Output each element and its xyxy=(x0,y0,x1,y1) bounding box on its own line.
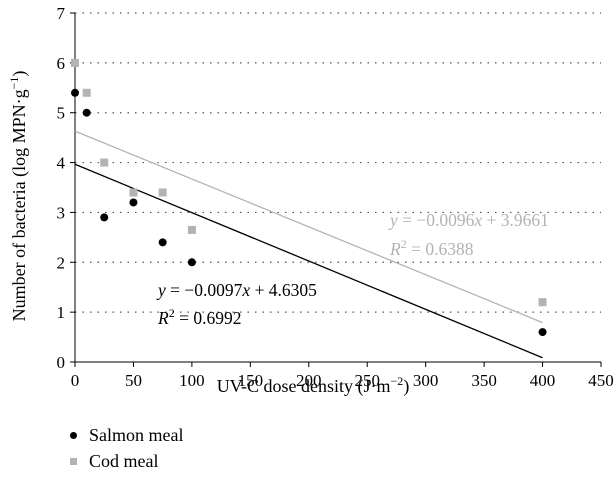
point-salmon xyxy=(129,198,138,207)
point-cod xyxy=(82,88,91,97)
legend-item-cod: Cod meal xyxy=(70,448,183,474)
point-cod xyxy=(538,298,547,307)
legend-label-cod: Cod meal xyxy=(89,450,159,471)
point-salmon xyxy=(82,108,91,117)
trendline-salmon xyxy=(74,163,543,359)
y-tick-label-4: 4 xyxy=(57,154,66,173)
cod-r2: R2 = 0.6388 xyxy=(389,237,474,259)
legend: Salmon meal Cod meal xyxy=(70,422,183,474)
y-tick-label-7: 7 xyxy=(57,4,66,23)
y-tick-label-6: 6 xyxy=(57,54,66,73)
point-cod xyxy=(158,188,167,197)
axes xyxy=(70,12,602,367)
point-salmon xyxy=(187,258,196,267)
x-tick-label-50: 50 xyxy=(125,371,142,390)
trendline-cod xyxy=(74,130,543,324)
legend-item-salmon: Salmon meal xyxy=(70,422,183,448)
y-tick-label-0: 0 xyxy=(57,353,66,372)
x-tick-label-350: 350 xyxy=(471,371,497,390)
x-tick-label-100: 100 xyxy=(179,371,205,390)
point-salmon xyxy=(100,213,109,222)
cod-equation: y = −0.0096x + 3.9661 xyxy=(388,210,549,230)
y-tick-label-2: 2 xyxy=(57,253,66,272)
x-tick-label-200: 200 xyxy=(296,371,322,390)
square-marker-icon xyxy=(70,457,77,465)
x-axis-title: UV-C dose density (J·m−2) xyxy=(217,374,410,397)
data-points xyxy=(71,58,547,337)
point-salmon xyxy=(158,238,167,247)
point-cod xyxy=(187,225,196,234)
tick-labels: 0 50 100 150 200 250 300 350 400 450 0 1 2 3 4 5 6 7 xyxy=(57,4,614,390)
x-tick-label-150: 150 xyxy=(238,371,264,390)
point-salmon xyxy=(538,328,547,337)
x-tick-label-250: 250 xyxy=(354,371,380,390)
gridlines xyxy=(75,12,601,313)
salmon-r2: R2 = 0.6992 xyxy=(157,306,241,328)
y-tick-label-5: 5 xyxy=(57,104,66,123)
x-tick-label-0: 0 xyxy=(71,371,80,390)
y-tick-label-1: 1 xyxy=(57,303,66,322)
point-cod xyxy=(100,158,109,167)
x-tick-label-450: 450 xyxy=(588,371,614,390)
trendlines xyxy=(74,130,543,359)
x-tick-label-400: 400 xyxy=(530,371,556,390)
point-cod xyxy=(129,188,138,197)
legend-label-salmon: Salmon meal xyxy=(89,424,184,445)
y-tick-label-3: 3 xyxy=(57,203,66,222)
point-cod xyxy=(71,58,79,67)
point-salmon xyxy=(71,88,79,97)
x-tick-label-300: 300 xyxy=(413,371,439,390)
y-axis-title: Number of bacteria (log MPN·g−1) xyxy=(7,71,30,322)
salmon-equation: y = −0.0097x + 4.6305 xyxy=(156,280,317,300)
circle-marker-icon xyxy=(70,431,77,439)
